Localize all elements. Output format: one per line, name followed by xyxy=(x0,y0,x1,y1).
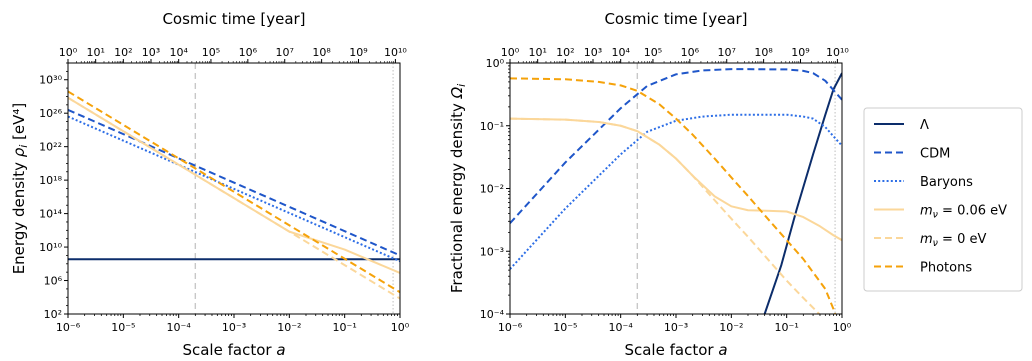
series-line-m-0-06-ev xyxy=(68,96,400,274)
plot-frame xyxy=(509,62,843,315)
legend-label: mν = 0.06 eV xyxy=(920,204,1007,221)
top-tick-label: 10⁶ xyxy=(239,46,258,59)
series-line-photons xyxy=(510,77,837,314)
top-tick-label: 10⁸ xyxy=(312,46,331,59)
x-tick-label: 10⁻² xyxy=(719,321,743,334)
top-tick-label: 10⁶ xyxy=(681,46,700,59)
legend-label: Photons xyxy=(920,261,972,276)
top-tick-label: 10¹ xyxy=(86,46,104,59)
top-tick-label: 10³ xyxy=(142,46,160,59)
y-tick-label: 10⁻¹ xyxy=(480,120,504,133)
series-line-cdm xyxy=(68,108,400,257)
series-line-cdm xyxy=(510,68,842,224)
y-tick-label: 10²⁶ xyxy=(39,107,62,120)
top-tick-label: 10¹⁰ xyxy=(826,46,849,59)
series-group xyxy=(68,90,400,300)
top-tick-label: 10¹⁰ xyxy=(384,46,407,59)
top-tick-label: 10³ xyxy=(584,46,602,59)
top-axis-title: Cosmic time [year] xyxy=(604,10,747,28)
series-line-m-0-ev xyxy=(68,96,400,300)
x-tick-label: 10⁰ xyxy=(833,321,852,334)
y-tick-label: 10³⁰ xyxy=(39,74,62,87)
top-tick-label: 10⁹ xyxy=(349,46,367,59)
y-tick-label: 10¹⁴ xyxy=(39,208,62,221)
x-tick-label: 10⁻¹ xyxy=(333,321,357,334)
y-axis-title: Energy density ρi​ [eV⁴] xyxy=(10,103,30,275)
y-tick-label: 10⁶ xyxy=(44,275,63,288)
top-tick-label: 10⁵ xyxy=(202,46,220,59)
series-line-m-0-ev xyxy=(510,117,821,314)
top-tick-label: 10⁹ xyxy=(791,46,809,59)
x-tick-label: 10⁻³ xyxy=(664,321,688,334)
y-tick-label: 10⁻² xyxy=(480,183,504,196)
y-tick-label: 10¹⁰ xyxy=(39,241,62,254)
top-tick-label: 10⁷ xyxy=(718,46,736,59)
x-tick-label: 10⁻⁵ xyxy=(111,321,135,334)
series-line-- xyxy=(763,72,842,314)
y-axis-title: Fractional energy density Ωi​ xyxy=(448,84,468,293)
x-tick-label: 10⁻⁵ xyxy=(553,321,577,334)
y-tick-label: 10¹⁸ xyxy=(39,174,62,187)
top-tick-label: 10⁷ xyxy=(276,46,294,59)
legend-label: CDM xyxy=(920,147,950,162)
x-tick-label: 10⁻³ xyxy=(222,321,246,334)
legend-box xyxy=(863,107,1023,292)
x-tick-label: 10⁻¹ xyxy=(775,321,799,334)
x-tick-label: 10⁻² xyxy=(277,321,301,334)
x-tick-label: 10⁻⁴ xyxy=(167,321,192,334)
y-tick-label: 10⁻⁴ xyxy=(480,308,505,321)
x-axis-title: Scale factor a xyxy=(624,341,727,359)
series-line-photons xyxy=(68,90,400,294)
y-tick-label: 10⁰ xyxy=(486,57,505,70)
legend-label: mν = 0 eV xyxy=(920,232,986,249)
series-line-baryons xyxy=(68,115,400,263)
y-tick-label: 10²² xyxy=(39,141,62,154)
x-tick-label: 10⁻⁴ xyxy=(609,321,634,334)
top-tick-label: 10⁰ xyxy=(59,46,78,59)
legend: Λ CDM Baryons mν = 0.06 eV mν = 0 eV Photons xyxy=(863,107,1023,292)
x-tick-label: 10⁰ xyxy=(391,321,410,334)
x-tick-label: 10⁻⁶ xyxy=(498,321,523,334)
top-tick-label: 10⁴ xyxy=(611,46,630,59)
x-axis-title: Scale factor a xyxy=(182,341,285,359)
series-line-baryons xyxy=(510,113,842,270)
legend-label: Λ xyxy=(920,118,929,133)
top-tick-label: 10⁴ xyxy=(169,46,188,59)
y-tick-label: 10⁻³ xyxy=(480,245,504,258)
top-tick-label: 10¹ xyxy=(528,46,546,59)
top-tick-label: 10⁰ xyxy=(501,46,520,59)
y-tick-label: 10² xyxy=(44,308,62,321)
legend-label: Baryons xyxy=(920,175,973,190)
top-tick-label: 10⁸ xyxy=(754,46,773,59)
top-axis-title: Cosmic time [year] xyxy=(162,10,305,28)
chart-panel-1: 10⁻⁶ 10⁻⁵ 10⁻⁴ 10⁻³ 10⁻² 10⁻¹ 10⁰ 10² 10⁶ 10¹⁰ 10¹… xyxy=(10,10,410,359)
chart-panel-2: 10⁻⁶ 10⁻⁵ 10⁻⁴ 10⁻³ 10⁻² 10⁻¹ 10⁰ 10⁻⁴ 10⁻³ 10⁻² 1… xyxy=(448,10,852,359)
x-tick-label: 10⁻⁶ xyxy=(56,321,81,334)
top-tick-label: 10² xyxy=(556,46,574,59)
top-tick-label: 10⁵ xyxy=(644,46,662,59)
series-group xyxy=(510,68,842,314)
top-tick-label: 10² xyxy=(114,46,132,59)
